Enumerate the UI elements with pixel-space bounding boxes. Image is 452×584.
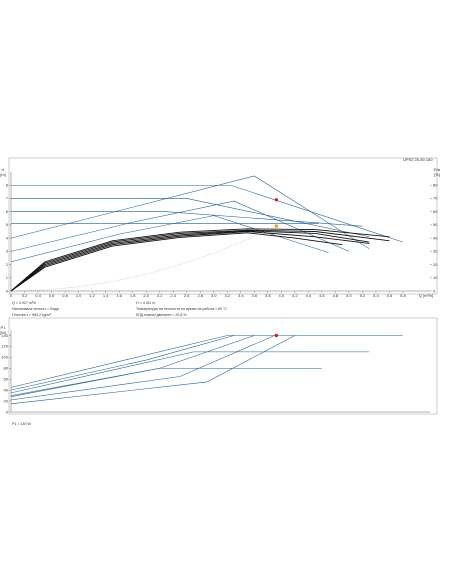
series-line-constant-curve <box>11 184 404 243</box>
x-axis-label: Q [m³/h] <box>419 293 433 298</box>
x-tick-label: 0.2 <box>22 293 28 298</box>
series-line-constant-curve <box>11 198 370 238</box>
y-tick-label: 3 <box>6 249 9 254</box>
x-tick-label: 2.2 <box>157 293 163 298</box>
x-tick-label: 4.4 <box>306 293 312 298</box>
y2-axis-label: Eta <box>434 167 441 172</box>
x-tick-label: 1.8 <box>130 293 136 298</box>
duty-point-marker <box>274 333 279 338</box>
x-tick-label: 3.6 <box>252 293 258 298</box>
y2-tick-label: 20 <box>433 262 438 267</box>
series-line-pump-curve <box>10 228 390 292</box>
y2-tick-label: 70 <box>433 196 438 201</box>
y2-tick-label: 80 <box>433 183 438 188</box>
series-line-pump-curve <box>10 232 343 292</box>
series-line-proportional-curve <box>10 335 255 396</box>
x-tick-label: 0.8 <box>62 293 68 298</box>
power-chart-plot: 0 20 40 60 80 100 120 140 P1[W] <box>0 325 430 414</box>
y-tick-label: 20 <box>4 398 9 403</box>
y-tick-label: 8 <box>6 183 9 188</box>
info-head: H = 4.911 m <box>136 301 155 305</box>
y-tick-label: 80 <box>4 366 9 371</box>
y2-tick-label: 50 <box>433 222 438 227</box>
series-line-pump-curve <box>10 231 370 292</box>
y-tick-label: 40 <box>4 387 9 392</box>
y-tick-label: 100 <box>1 355 8 360</box>
x-tick-label: 4.6 <box>319 293 325 298</box>
y-tick-label: 1 <box>6 275 9 280</box>
power-chart-frame <box>8 317 438 415</box>
series-line-proportional-curve <box>10 175 370 249</box>
x-tick-label: 5.2 <box>360 293 366 298</box>
series-line-proportional-curve <box>10 335 275 401</box>
x-tick-label: 0.4 <box>35 293 41 298</box>
head-chart-frame <box>8 157 438 295</box>
x-tick-label: 2.4 <box>170 293 176 298</box>
y-axis-label: H <box>2 167 5 172</box>
x-tick-label: 2.6 <box>184 293 190 298</box>
y-tick-label: 60 <box>4 377 9 382</box>
info-power: P1 = 140 W <box>12 422 31 426</box>
y2-tick-label: 30 <box>433 249 438 254</box>
x-tick-label: 3.8 <box>265 293 271 298</box>
info-flow: Q = 3.927 m³/h <box>12 301 36 305</box>
y-axis-unit: [m] <box>0 172 6 177</box>
y-axis-label: P1 <box>1 325 7 330</box>
series-line-constant-curve <box>10 351 370 394</box>
info-efficiency: КПД помпа+двигател = 20.8 % <box>136 313 187 317</box>
x-tick-label: 4.2 <box>292 293 298 298</box>
y-tick-label: 0 <box>6 288 9 293</box>
y-tick-label: 5 <box>6 222 9 227</box>
duty-point-marker <box>274 224 279 228</box>
y-tick-label: 120 <box>1 344 8 349</box>
series-line-proportional-curve <box>10 335 295 405</box>
y2-axis-unit: [%] <box>434 172 440 177</box>
info-temperature: Температура на течността по време на раб… <box>136 307 228 311</box>
series-line-pump-curve <box>10 230 370 292</box>
x-tick-label: 3.2 <box>224 293 230 298</box>
x-tick-label: 1.2 <box>89 293 95 298</box>
x-tick-label: 3.0 <box>211 293 217 298</box>
x-tick-label: 0 <box>10 293 13 298</box>
x-tick-label: 3.4 <box>238 293 244 298</box>
x-tick-label: 5.4 <box>373 293 379 298</box>
series-line-proportional-curve <box>10 200 350 252</box>
x-tick-label: 5.0 <box>346 293 352 298</box>
series-line-proportional-curve <box>10 335 235 391</box>
y-tick-label: 7 <box>6 196 9 201</box>
x-tick-label: 1.6 <box>116 293 122 298</box>
y2-tick-label: 60 <box>433 209 438 214</box>
series-line-proportional-curve <box>10 215 329 263</box>
x-tick-label: 0.6 <box>49 293 55 298</box>
info-density: Плътност = 983.2 kg/m³ <box>12 313 52 317</box>
model-label: UPS2 25-80 180 <box>403 157 433 162</box>
series-line-pump-curve <box>10 229 390 292</box>
y-tick-label: 140 <box>1 333 8 338</box>
x-tick-label: 1.4 <box>103 293 109 298</box>
info-liquid: Изпомпвана течност = Вода <box>12 307 59 311</box>
x-tick-label: 5.6 <box>387 293 393 298</box>
y-tick-label: 6 <box>6 209 9 214</box>
y-tick-label: 0 <box>6 409 9 414</box>
y-tick-label: 2 <box>6 262 9 267</box>
x-tick-label: 4.0 <box>279 293 285 298</box>
y-tick-label: 4 <box>6 235 9 240</box>
x-tick-label: 2.0 <box>143 293 149 298</box>
series-line-constant-curve <box>10 335 403 388</box>
x-tick-label: 1.0 <box>76 293 82 298</box>
x-tick-label: 5.8 <box>400 293 406 298</box>
y2-tick-label: 40 <box>433 235 438 240</box>
y-axis-unit: [W] <box>0 330 6 335</box>
duty-point-marker <box>274 198 279 202</box>
series-line-system-curve <box>10 225 277 292</box>
x-tick-label: 2.8 <box>197 293 203 298</box>
y2-tick-label: 0 <box>433 288 436 293</box>
y2-tick-label: 10 <box>433 275 438 280</box>
series-line-constant-curve <box>11 211 363 227</box>
x-tick-label: 4.8 <box>333 293 339 298</box>
